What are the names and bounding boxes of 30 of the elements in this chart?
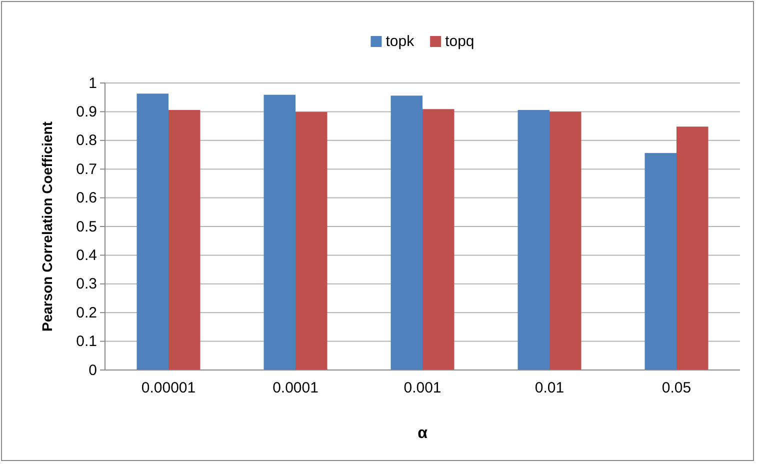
y-tick-label: 0.7 bbox=[76, 160, 97, 178]
y-tick-label: 0.5 bbox=[76, 218, 97, 236]
y-tick-label: 0.8 bbox=[76, 132, 97, 150]
bar bbox=[168, 110, 200, 370]
bar bbox=[390, 96, 422, 370]
x-tick-label: 0.05 bbox=[662, 380, 692, 396]
bar bbox=[422, 109, 454, 370]
x-tick-label: 0.01 bbox=[534, 380, 564, 396]
bar bbox=[264, 94, 296, 370]
x-tick-label: 0.0001 bbox=[272, 380, 318, 396]
bar bbox=[518, 110, 550, 370]
bar bbox=[550, 112, 582, 370]
y-tick-label: 0.9 bbox=[76, 104, 97, 120]
y-tick-label: 1 bbox=[88, 74, 97, 92]
bar bbox=[644, 153, 676, 370]
y-tick-label: 0.6 bbox=[76, 190, 97, 207]
bar bbox=[136, 94, 168, 370]
x-tick-label: 0.00001 bbox=[141, 380, 196, 396]
x-tick-label: 0.001 bbox=[404, 380, 442, 396]
y-axis-title: Pearson Correlation Coefficient bbox=[39, 121, 55, 332]
y-tick-label: 0.4 bbox=[76, 247, 97, 264]
bar bbox=[296, 112, 328, 370]
y-tick-label: 0.2 bbox=[76, 304, 97, 322]
legend-label: topq bbox=[445, 33, 474, 50]
bar bbox=[676, 126, 708, 370]
legend-label: topk bbox=[386, 33, 415, 50]
x-axis-title: α bbox=[418, 425, 428, 442]
y-tick-label: 0.1 bbox=[76, 333, 97, 350]
y-tick-label: 0.3 bbox=[76, 276, 97, 293]
y-tick-label: 0 bbox=[88, 362, 97, 379]
